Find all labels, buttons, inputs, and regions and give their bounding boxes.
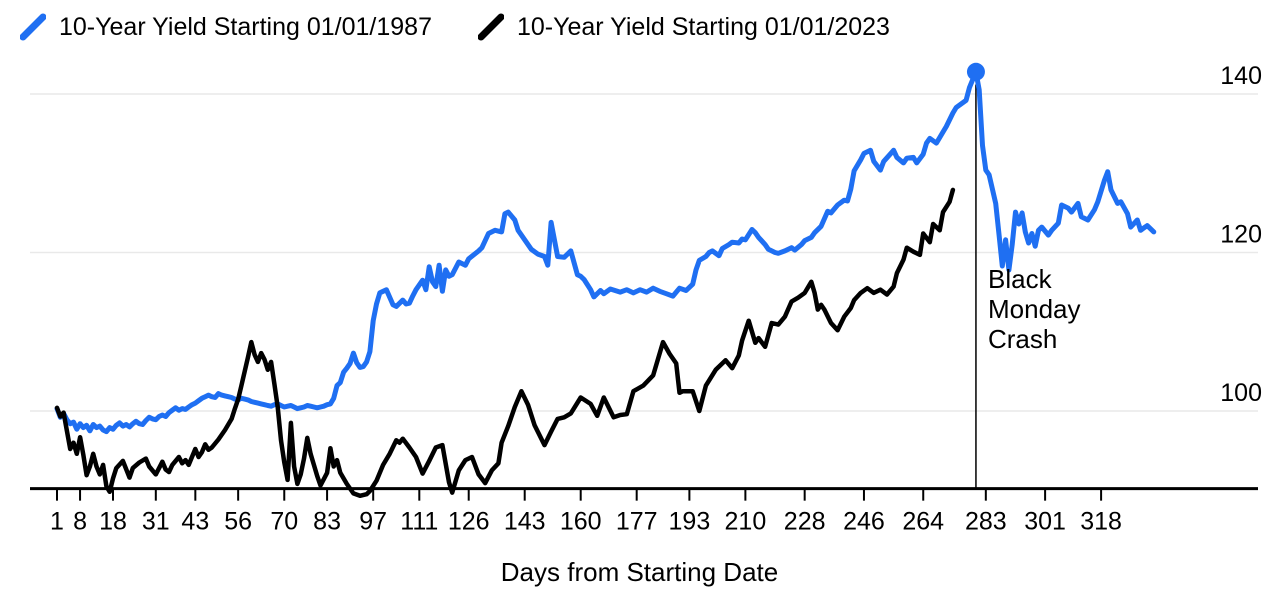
line-swatch-blue-icon — [20, 13, 46, 41]
line-swatch-black-icon — [477, 13, 504, 41]
x-tick-label-283: 283 — [965, 508, 1007, 536]
x-tick-label-70: 70 — [270, 508, 298, 536]
x-tick-label-177: 177 — [616, 508, 658, 536]
black-monday-annotation: Black Monday Crash — [988, 264, 1081, 354]
y-tick-label-140: 140 — [1220, 62, 1262, 90]
peak-marker-dot — [966, 62, 985, 81]
series-line-2023[interactable] — [54, 187, 956, 499]
x-axis-title: Days from Starting Date — [500, 557, 779, 587]
x-tick-label-264: 264 — [902, 508, 944, 536]
x-tick-label-160: 160 — [560, 508, 602, 536]
x-tick-label-126: 126 — [448, 508, 490, 536]
x-tick-label-83: 83 — [313, 508, 341, 536]
series-line-1987[interactable] — [54, 69, 1157, 435]
x-tick-label-56: 56 — [224, 508, 252, 536]
x-tick-label-143: 143 — [504, 508, 546, 536]
x-tick-label-318: 318 — [1080, 508, 1122, 536]
x-tick-label-210: 210 — [725, 508, 767, 536]
legend: 10-Year Yield Starting 01/01/1987 10-Yea… — [20, 12, 890, 42]
x-tick-label-228: 228 — [784, 508, 826, 536]
y-tick-label-100: 100 — [1220, 379, 1262, 407]
x-tick-label-31: 31 — [142, 508, 170, 536]
x-tick-label-97: 97 — [359, 508, 387, 536]
legend-label-2023: 10-Year Yield Starting 01/01/2023 — [516, 13, 890, 41]
x-tick-label-8: 8 — [73, 508, 87, 536]
x-tick-label-193: 193 — [669, 508, 711, 536]
legend-item-2023[interactable]: 10-Year Yield Starting 01/01/2023 — [477, 12, 890, 42]
y-tick-label-120: 120 — [1220, 221, 1262, 249]
x-tick-label-1: 1 — [50, 508, 64, 536]
x-tick-label-18: 18 — [99, 508, 127, 536]
x-tick-label-301: 301 — [1024, 508, 1066, 536]
x-tick-label-246: 246 — [843, 508, 885, 536]
x-tick-label-43: 43 — [181, 508, 209, 536]
legend-item-1987[interactable]: 10-Year Yield Starting 01/01/1987 — [20, 12, 432, 42]
legend-label-1987: 10-Year Yield Starting 01/01/1987 — [59, 13, 432, 41]
x-tick-label-111: 111 — [400, 508, 438, 536]
